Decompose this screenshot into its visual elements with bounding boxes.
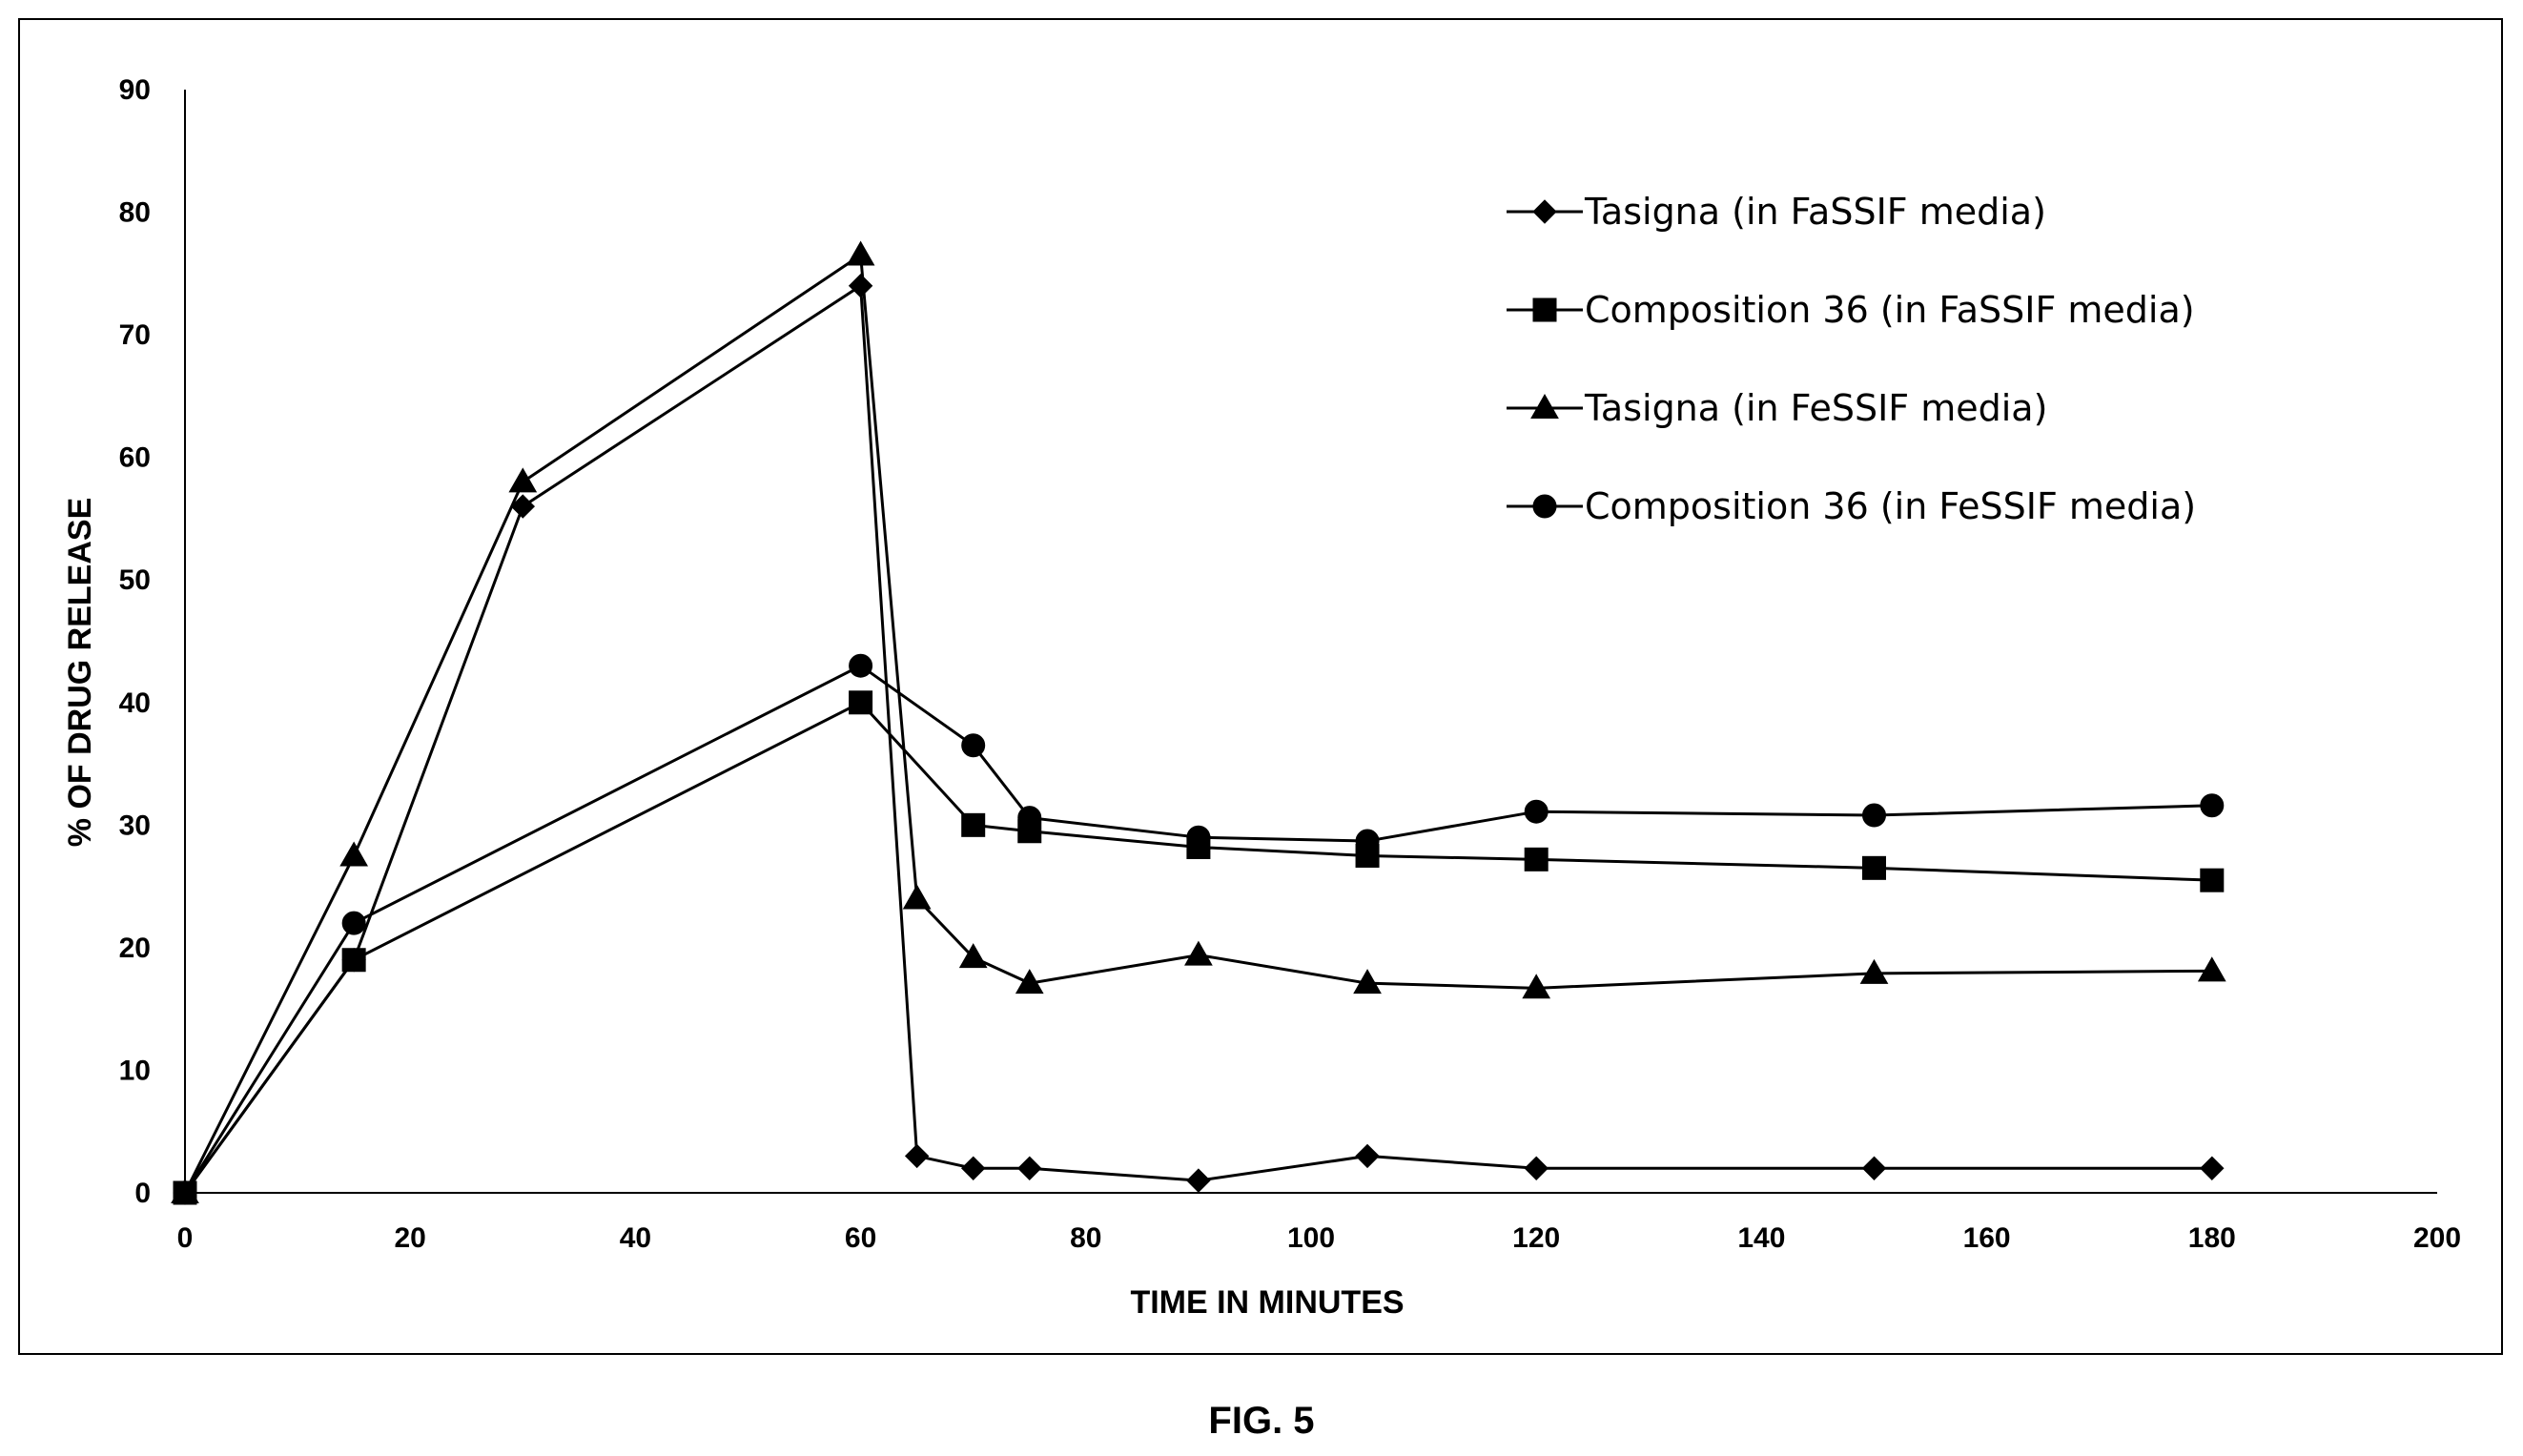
y-tick-label: 20: [119, 933, 151, 964]
data-point: [849, 690, 873, 715]
series-diamond: [173, 273, 2225, 1205]
data-point: [1355, 1143, 1380, 1169]
legend-label: Composition 36 (in FaSSIF media): [1585, 289, 2195, 331]
y-tick-label: 70: [119, 319, 151, 351]
data-point: [1859, 958, 1889, 984]
x-axis-title: TIME IN MINUTES: [1130, 1284, 1404, 1321]
figure-caption: FIG. 5: [1208, 1400, 1314, 1442]
data-point: [2200, 1156, 2225, 1180]
data-point: [1355, 829, 1380, 853]
axes: 0 10 20 30 40 50 60 70 80 90 0 20 40 60 80 100 120 140 160…: [119, 74, 2461, 1254]
data-point: [1524, 799, 1549, 824]
series-line: [183, 252, 2212, 1194]
legend-item: Composition 36 (in FaSSIF media): [1507, 289, 2195, 331]
data-point: [2200, 793, 2225, 818]
data-point: [846, 240, 875, 266]
legend-marker: [1532, 494, 1557, 519]
x-tick-label: 120: [1512, 1222, 1560, 1254]
y-tick-label: 60: [119, 442, 151, 474]
series-line: [183, 283, 2212, 1194]
legend-item: Tasigna (in FaSSIF media): [1507, 191, 2046, 233]
data-point: [1186, 825, 1211, 850]
y-tick-label: 0: [134, 1178, 151, 1209]
x-tick-label: 200: [2413, 1222, 2461, 1254]
data-point: [848, 273, 873, 298]
data-point: [958, 943, 988, 969]
data-point: [2197, 956, 2226, 982]
data-point: [341, 948, 366, 973]
data-point: [902, 884, 932, 910]
y-tick-label: 30: [119, 810, 151, 841]
data-point: [341, 911, 366, 935]
data-point: [1862, 855, 1886, 880]
data-point: [960, 1156, 986, 1180]
y-tick-label: 10: [119, 1055, 151, 1086]
x-tick-label: 40: [620, 1222, 651, 1254]
data-point: [961, 733, 986, 758]
series-triangle: [171, 240, 2226, 1203]
legend-marker: [1530, 393, 1559, 419]
x-tick-label: 60: [845, 1222, 876, 1254]
legend-label: Tasigna (in FaSSIF media): [1584, 191, 2046, 233]
y-tick-label: 40: [119, 687, 151, 719]
series-circle: [173, 653, 2225, 1205]
series-line: [183, 700, 2212, 1194]
legend-label: Composition 36 (in FeSSIF media): [1585, 485, 2196, 527]
data-point: [1015, 969, 1044, 995]
series-layer: [171, 240, 2226, 1205]
y-tick-label: 50: [119, 564, 151, 596]
x-tick-label: 20: [395, 1222, 426, 1254]
data-point: [1017, 806, 1042, 831]
x-tick-label: 100: [1287, 1222, 1335, 1254]
data-point: [1522, 974, 1551, 999]
data-point: [1353, 969, 1382, 995]
data-point: [508, 467, 538, 493]
x-tick-label: 80: [1070, 1222, 1101, 1254]
data-point: [1017, 1156, 1042, 1180]
y-axis-title: % OF DRUG RELEASE: [62, 498, 98, 847]
data-point: [1862, 803, 1886, 828]
legend: Tasigna (in FaSSIF media) Composition 36 …: [1507, 191, 2196, 527]
data-point: [510, 494, 536, 519]
data-point: [339, 841, 369, 867]
x-tick-label: 0: [177, 1222, 194, 1254]
data-point: [173, 1180, 197, 1205]
data-point: [961, 812, 986, 837]
data-point: [1861, 1156, 1887, 1180]
data-point: [1524, 1156, 1549, 1180]
legend-item: Composition 36 (in FeSSIF media): [1507, 485, 2196, 527]
x-tick-label: 160: [1963, 1222, 2011, 1254]
chart-border: [18, 18, 2503, 1355]
data-point: [904, 1143, 930, 1169]
legend-label: Tasigna (in FeSSIF media): [1584, 387, 2047, 429]
x-tick-label: 180: [2188, 1222, 2236, 1254]
legend-marker: [1532, 199, 1557, 224]
legend-marker: [1532, 297, 1557, 322]
series-line: [183, 664, 2212, 1194]
y-tick-label: 90: [119, 74, 151, 106]
data-point: [2200, 868, 2225, 892]
data-point: [1524, 847, 1549, 872]
data-point: [1184, 940, 1213, 966]
data-point: [1186, 1168, 1211, 1193]
y-tick-label: 80: [119, 197, 151, 229]
data-point: [849, 653, 873, 678]
x-tick-label: 140: [1737, 1222, 1785, 1254]
legend-item: Tasigna (in FeSSIF media): [1507, 387, 2047, 429]
